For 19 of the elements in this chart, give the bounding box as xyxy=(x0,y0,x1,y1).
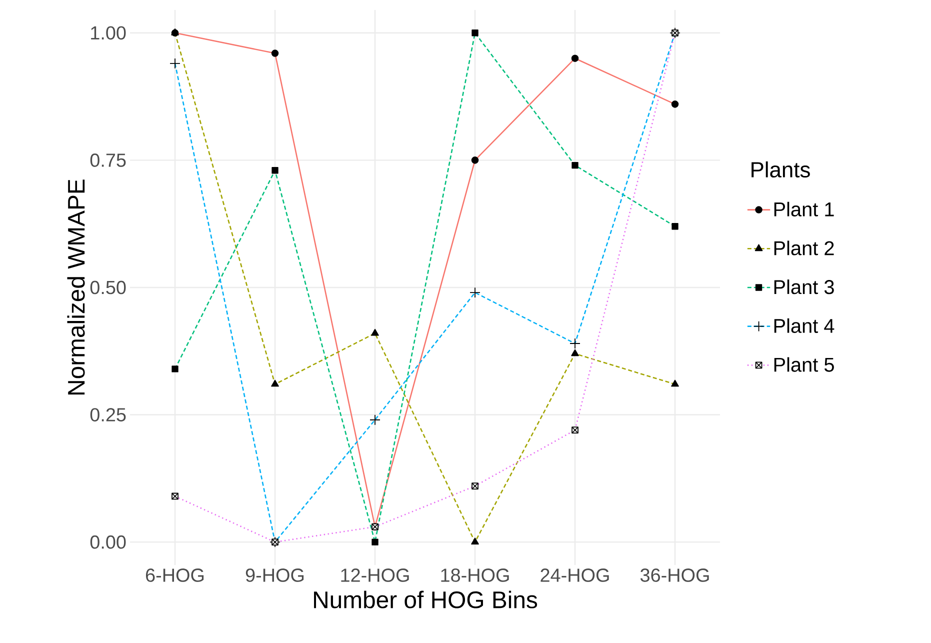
x-tick-label: 6-HOG xyxy=(146,568,204,582)
x-axis-title: Number of HOG Bins xyxy=(314,590,538,608)
x-tick-label: 9-HOG xyxy=(246,568,304,582)
y-axis-title: Normalized WMAPE xyxy=(67,180,85,394)
x-tick-label: 12-HOG xyxy=(341,568,409,582)
legend-label: Plant 3 xyxy=(774,280,834,294)
y-tick-label: 0.00 xyxy=(90,535,126,549)
y-tick-label: 0.75 xyxy=(90,153,126,167)
legend-label: Plant 5 xyxy=(774,357,834,372)
legend-title: Plants xyxy=(752,161,810,178)
x-tick-label: 36-HOG xyxy=(640,568,709,582)
x-tick-label: 24-HOG xyxy=(540,568,609,582)
legend-label: Plant 1 xyxy=(774,202,834,216)
legend-label: Plant 2 xyxy=(774,240,834,256)
x-tick-label: 18-HOG xyxy=(441,568,509,582)
legend-label: Plant 4 xyxy=(774,318,834,333)
y-tick-label: 0.50 xyxy=(90,280,126,294)
y-tick-label: 1.00 xyxy=(91,26,126,40)
y-tick-label: 0.25 xyxy=(90,408,126,422)
